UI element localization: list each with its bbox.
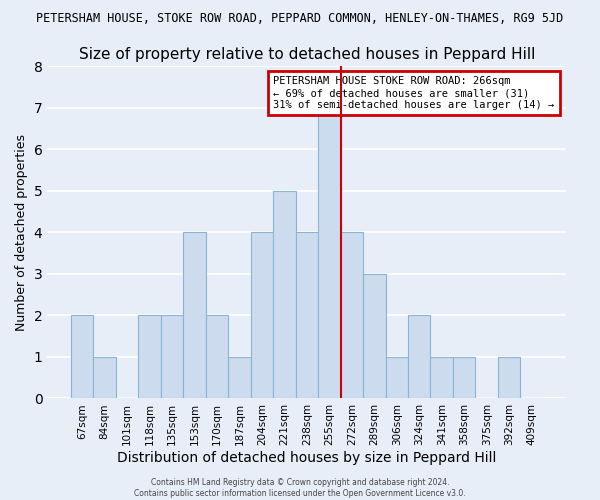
Bar (206, 316, 228, 398)
Text: PETERSHAM HOUSE STOKE ROW ROAD: 266sqm
← 69% of detached houses are smaller (31): PETERSHAM HOUSE STOKE ROW ROAD: 266sqm ←… (273, 76, 554, 110)
Bar (408, 316, 430, 398)
Bar (273, 191, 296, 398)
Bar (94, 357, 116, 399)
Bar (183, 232, 206, 398)
Bar (363, 274, 386, 398)
Bar (161, 316, 183, 398)
X-axis label: Distribution of detached houses by size in Peppard Hill: Distribution of detached houses by size … (117, 451, 497, 465)
Bar (318, 108, 341, 399)
Bar (228, 357, 251, 399)
Bar (251, 232, 273, 398)
Bar (386, 357, 408, 399)
Text: PETERSHAM HOUSE, STOKE ROW ROAD, PEPPARD COMMON, HENLEY-ON-THAMES, RG9 5JD: PETERSHAM HOUSE, STOKE ROW ROAD, PEPPARD… (37, 12, 563, 26)
Y-axis label: Number of detached properties: Number of detached properties (15, 134, 28, 331)
Bar (296, 232, 318, 398)
Text: Contains HM Land Registry data © Crown copyright and database right 2024.
Contai: Contains HM Land Registry data © Crown c… (134, 478, 466, 498)
Bar (139, 316, 161, 398)
Title: Size of property relative to detached houses in Peppard Hill: Size of property relative to detached ho… (79, 48, 535, 62)
Bar (498, 357, 520, 399)
Bar (341, 232, 363, 398)
Bar (453, 357, 475, 399)
Bar (71, 316, 94, 398)
Bar (430, 357, 453, 399)
